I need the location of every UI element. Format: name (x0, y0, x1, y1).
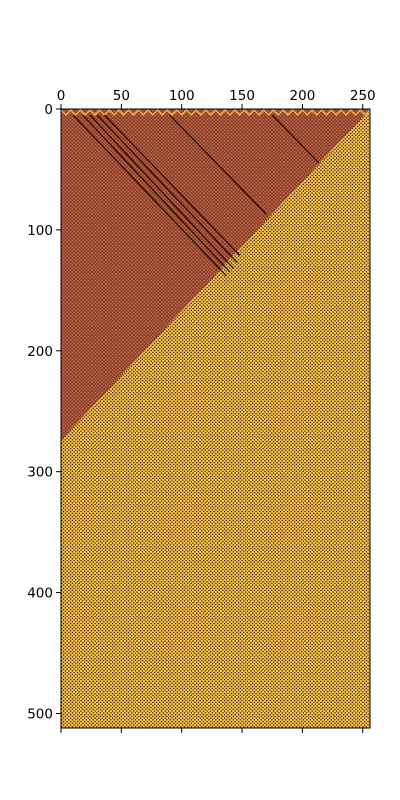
x-tick-label-0: 0 (57, 88, 66, 104)
y-tick-label-400: 400 (27, 586, 53, 602)
y-tick-label-200: 200 (27, 344, 53, 360)
x-axis: 0 50 100 150 200 250 (57, 88, 376, 733)
diagonal-line-1 (82, 114, 231, 273)
y-axis: 0 100 200 300 400 500 (27, 102, 61, 722)
diagonal-lines (72, 114, 320, 277)
diagonal-line-2 (89, 114, 235, 269)
x-tick-label-150: 150 (229, 88, 255, 104)
diagonal-line-3 (96, 114, 238, 263)
plot-frame (60, 108, 371, 729)
top-edge-pattern (61, 109, 370, 116)
diagonal-line-6 (271, 114, 320, 164)
x-tick-label-50: 50 (113, 88, 130, 104)
diagonal-line-0 (72, 114, 227, 277)
x-tick-label-200: 200 (290, 88, 316, 104)
y-tick-label-0: 0 (44, 102, 53, 118)
diagonal-line-4 (104, 114, 241, 256)
plot-area (61, 109, 370, 728)
x-tick-label-250: 250 (350, 88, 376, 104)
diagonal-line-5 (169, 114, 267, 215)
y-tick-label-500: 500 (27, 706, 53, 722)
y-tick-label-300: 300 (27, 465, 53, 481)
y-tick-label-100: 100 (27, 223, 53, 239)
x-tick-label-100: 100 (169, 88, 195, 104)
dark-triangle-region (61, 109, 370, 441)
